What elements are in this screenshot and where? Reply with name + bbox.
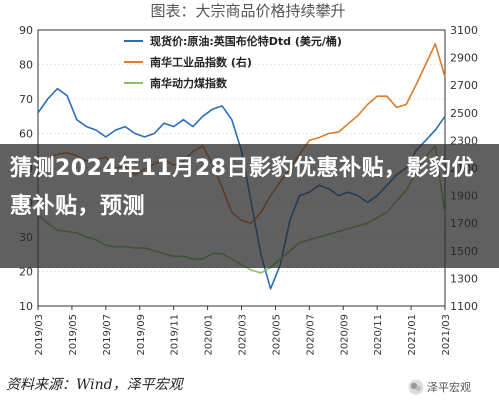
legend-entry: 南华动力煤指数 [150, 76, 228, 90]
x-tick-label: 2019/07 [102, 314, 113, 356]
legend: 现货价:原油:英国布伦特Dtd (美元/桶) 南华工业品指数 (右) 南华动力煤指数 [124, 34, 342, 90]
right-tick-label: 1300 [450, 272, 478, 285]
watermark-text: 泽平宏观 [427, 381, 471, 394]
left-tick-label: 80 [19, 59, 33, 72]
x-tick-label: 2021/03 [441, 314, 452, 356]
right-tick-label: 2700 [450, 79, 478, 92]
x-tick-label: 2019/09 [136, 314, 147, 356]
left-tick-label: 60 [19, 128, 33, 141]
right-tick-label: 3100 [450, 24, 478, 37]
right-tick-label: 1100 [450, 300, 478, 313]
headline-text: 猜测2024年11月28日影豹优惠补贴，影豹优惠补贴，预测 [10, 156, 474, 219]
right-tick-label: 2500 [450, 107, 478, 120]
headline-overlay: 猜测2024年11月28日影豹优惠补贴，影豹优惠补贴，预测 [0, 144, 499, 268]
right-tick-label: 2900 [450, 52, 478, 65]
chart-title: 图表：大宗商品价格持续攀升 [150, 2, 345, 20]
source-note: 资料来源：Wind，泽平宏观 [6, 377, 183, 393]
x-axis-ticks: 2019/03 2019/05 2019/07 2019/09 2019/11 2020/… [34, 306, 452, 356]
watermark: 泽平宏观 [405, 377, 474, 397]
legend-entry: 现货价:原油:英国布伦特Dtd (美元/桶) [150, 34, 342, 48]
x-tick-label: 2020/07 [305, 314, 316, 356]
x-tick-label: 2019/11 [170, 314, 181, 356]
x-tick-label: 2020/01 [204, 314, 215, 356]
left-tick-label: 70 [19, 93, 33, 106]
x-tick-label: 2019/05 [68, 314, 79, 356]
x-tick-label: 2020/05 [271, 314, 282, 356]
left-tick-label: 90 [19, 24, 33, 37]
x-tick-label: 2020/09 [339, 314, 350, 356]
left-tick-label: 20 [19, 266, 33, 279]
x-tick-label: 2019/03 [34, 314, 45, 356]
x-tick-label: 2020/03 [238, 314, 249, 356]
x-tick-label: 2020/11 [373, 314, 384, 356]
left-tick-label: 10 [19, 300, 33, 313]
x-tick-label: 2021/01 [407, 314, 418, 356]
legend-entry: 南华工业品指数 (右) [150, 55, 252, 69]
wechat-logo-icon [408, 379, 424, 395]
